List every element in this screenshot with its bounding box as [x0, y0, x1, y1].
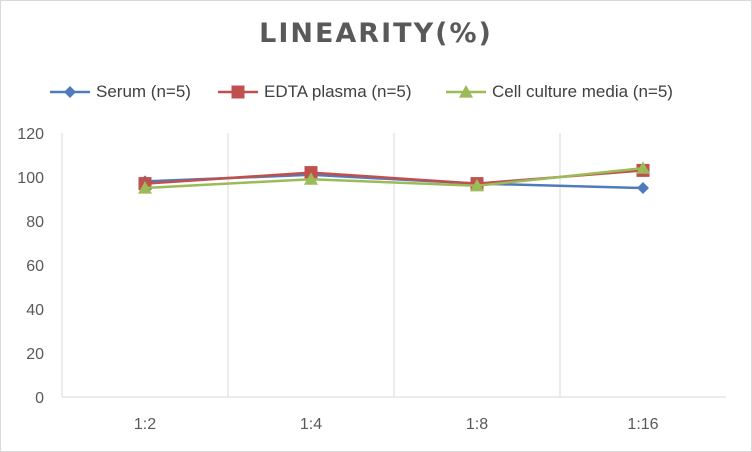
legend-swatch-edta-plasma — [218, 85, 258, 99]
y-tick-label: 100 — [17, 170, 44, 187]
legend-item-cell-culture-media: Cell culture media (n=5) — [444, 80, 673, 104]
chart-legend: Serum (n=5) EDTA plasma (n=5) Cell cultu… — [0, 80, 752, 104]
series-line-cell-culture-media — [144, 166, 644, 190]
legend-label-serum: Serum (n=5) — [96, 82, 191, 101]
chart-title: LINEARITY(%) — [259, 18, 493, 49]
legend-item-serum: Serum (n=5) — [48, 80, 191, 104]
legend-swatch-cell-culture-media — [446, 85, 486, 98]
data-point-cell-culture-media — [470, 178, 484, 192]
series-cell-culture-media — [138, 161, 650, 194]
y-tick-label: 60 — [26, 258, 44, 275]
legend-label-edta-plasma: EDTA plasma (n=5) — [264, 82, 412, 101]
y-tick-label: 40 — [26, 302, 44, 319]
data-point-serum — [637, 182, 649, 194]
x-tick-label: 1:8 — [466, 416, 488, 433]
y-tick-label: 80 — [26, 214, 44, 231]
legend-item-edta-plasma: EDTA plasma (n=5) — [216, 80, 412, 104]
legend-label-cell-culture-media: Cell culture media (n=5) — [492, 82, 673, 101]
legend-marker-edta-plasma — [231, 85, 245, 99]
x-tick-label: 1:16 — [627, 416, 658, 433]
data-point-cell-culture-media — [636, 161, 650, 174]
data-point-cell-culture-media — [138, 181, 152, 194]
data-point-cell-culture-media — [304, 172, 318, 185]
legend-marker-serum — [64, 86, 76, 98]
x-tick-label: 1:2 — [134, 416, 156, 433]
y-tick-label: 120 — [17, 126, 44, 143]
y-tick-label: 0 — [35, 390, 44, 407]
y-tick-label: 20 — [26, 346, 44, 363]
legend-swatch-serum — [50, 86, 90, 98]
legend-marker-cell-culture-media — [459, 85, 473, 98]
x-tick-label: 1:4 — [300, 416, 322, 433]
